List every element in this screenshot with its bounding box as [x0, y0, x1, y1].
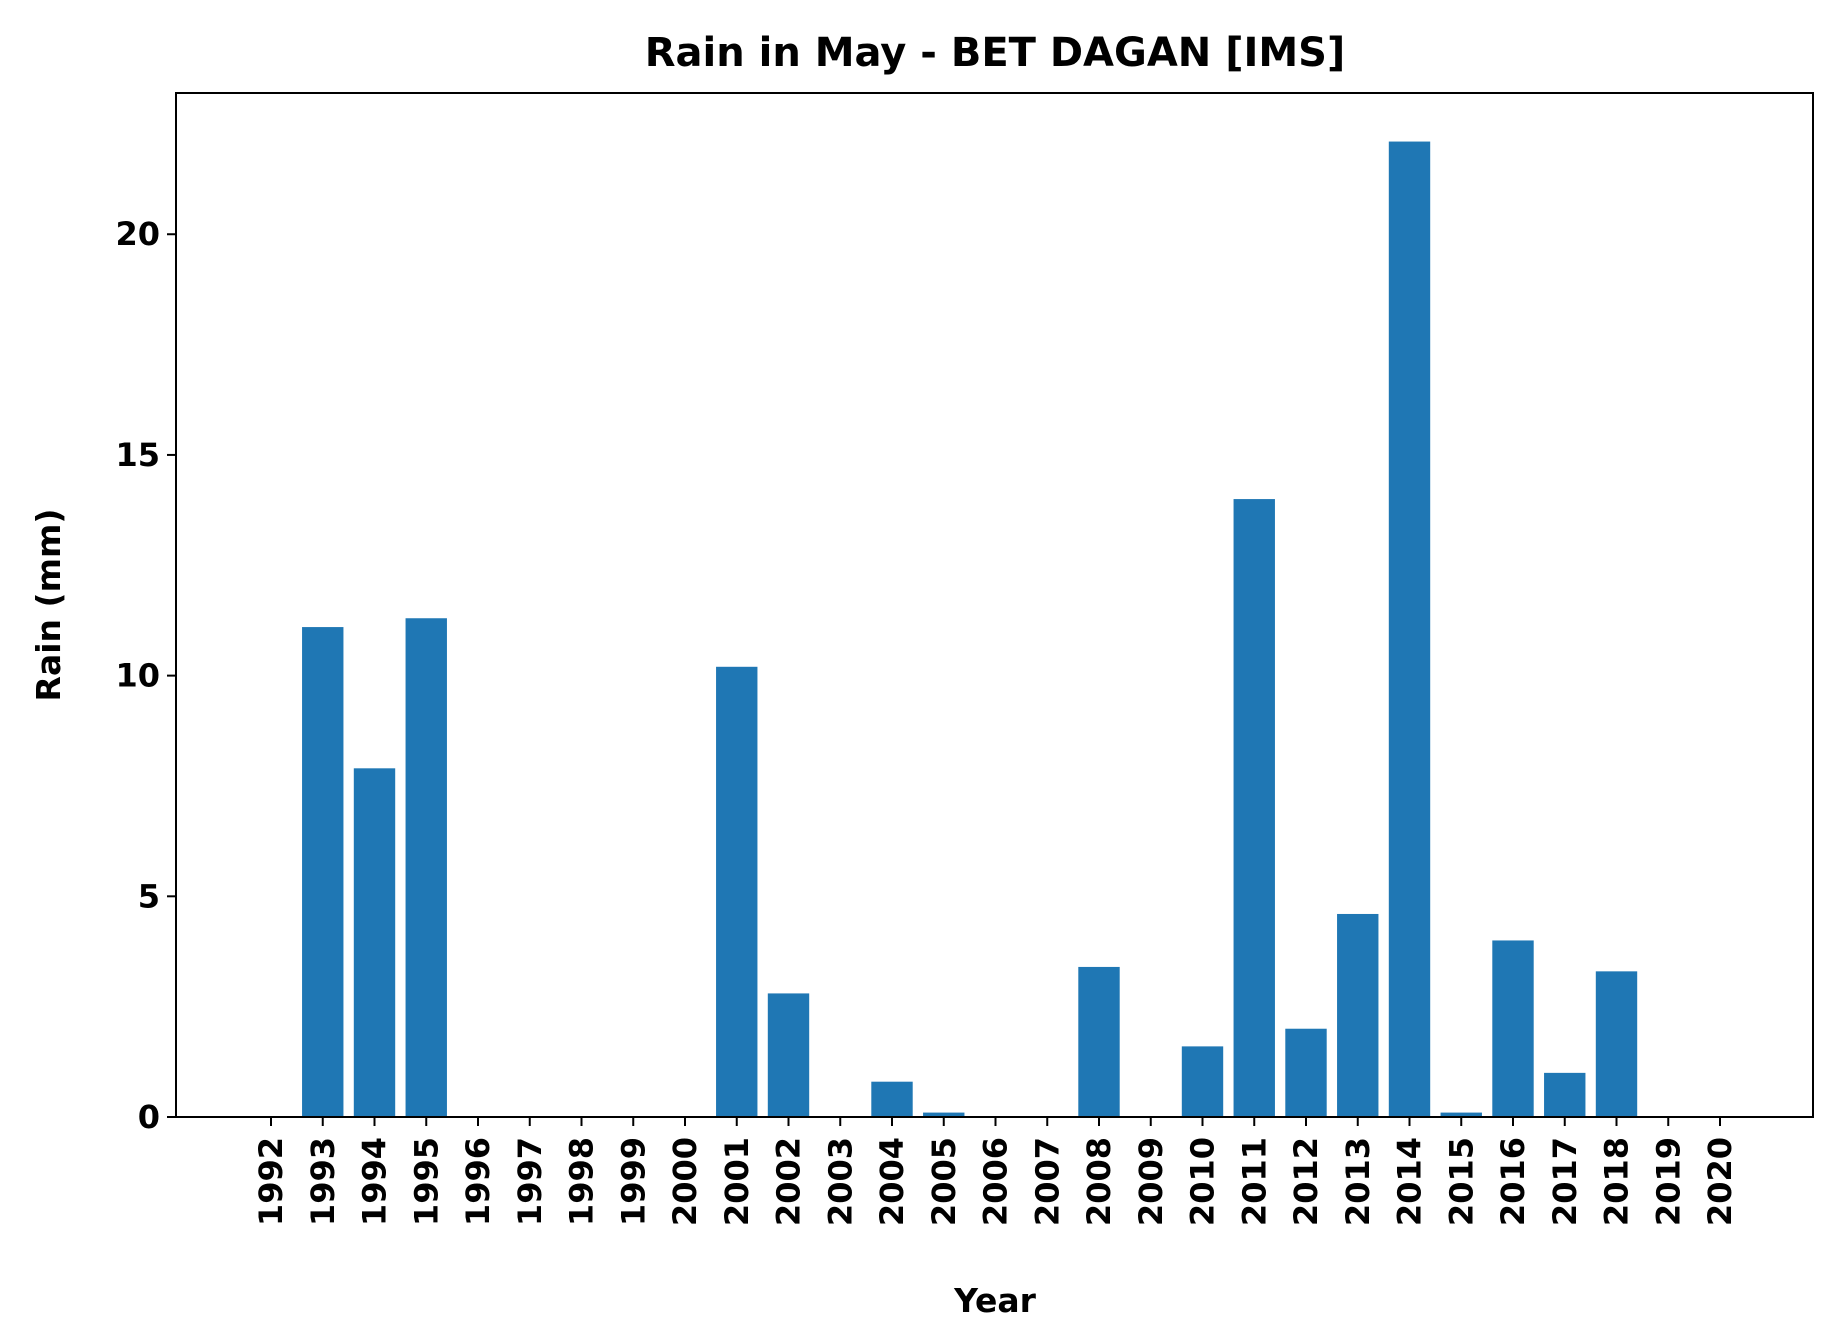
- x-tick-label-1998: 1998: [563, 1137, 601, 1226]
- x-tick-label-2000: 2000: [666, 1137, 704, 1226]
- x-tick-label-1993: 1993: [304, 1137, 342, 1226]
- x-tick-label-2011: 2011: [1235, 1137, 1273, 1226]
- bar-2005: [923, 1112, 965, 1117]
- x-tick-label-2006: 2006: [977, 1137, 1015, 1226]
- x-axis: 1992 1993 1994 1995 1996 1997 1998 1999 2000 2001…: [252, 1117, 1739, 1226]
- x-tick-label-2004: 2004: [873, 1137, 911, 1226]
- y-axis-label: Rain (mm): [29, 509, 68, 702]
- y-axis: 0 5 10 15 20: [115, 215, 176, 1136]
- x-tick-label-2015: 2015: [1442, 1137, 1480, 1226]
- bar-1995: [405, 618, 447, 1117]
- x-tick-label-2017: 2017: [1546, 1137, 1584, 1226]
- bar-2017: [1544, 1072, 1586, 1117]
- bar-2004: [871, 1081, 913, 1117]
- y-tick-label-0: 0: [138, 1098, 160, 1136]
- x-tick-label-2019: 2019: [1649, 1137, 1687, 1226]
- x-tick-label-1992: 1992: [252, 1137, 290, 1226]
- x-tick-label-1999: 1999: [614, 1137, 652, 1226]
- y-tick-label-15: 15: [115, 436, 160, 474]
- x-tick-label-2001: 2001: [718, 1137, 756, 1226]
- x-tick-label-2016: 2016: [1494, 1137, 1532, 1226]
- bar-2016: [1492, 940, 1534, 1117]
- bar-2008: [1078, 966, 1120, 1117]
- y-tick-label-20: 20: [115, 215, 160, 253]
- bar-1994: [353, 768, 396, 1117]
- bar-2002: [767, 993, 810, 1117]
- bars-group: [302, 141, 1638, 1117]
- x-tick-label-1994: 1994: [356, 1137, 394, 1226]
- y-tick-label-10: 10: [115, 657, 160, 695]
- x-tick-label-2009: 2009: [1132, 1137, 1170, 1226]
- x-tick-label-1997: 1997: [511, 1137, 549, 1226]
- bar-2013: [1337, 913, 1379, 1117]
- x-tick-label-2012: 2012: [1287, 1137, 1325, 1226]
- bar-2001: [716, 666, 758, 1117]
- bar-2010: [1181, 1046, 1224, 1117]
- bar-2011: [1233, 499, 1275, 1117]
- bar-2018: [1595, 971, 1638, 1117]
- bar-1993: [302, 627, 344, 1117]
- x-axis-label: Year: [953, 1281, 1037, 1320]
- chart-title: Rain in May - BET DAGAN [IMS]: [645, 30, 1346, 76]
- x-tick-label-2013: 2013: [1339, 1137, 1377, 1226]
- y-tick-label-5: 5: [138, 877, 160, 915]
- x-tick-label-2003: 2003: [821, 1137, 859, 1226]
- x-tick-label-2007: 2007: [1028, 1137, 1066, 1226]
- x-tick-label-2005: 2005: [925, 1137, 963, 1226]
- x-tick-label-1996: 1996: [459, 1137, 497, 1226]
- x-tick-label-2020: 2020: [1701, 1137, 1739, 1226]
- x-tick-label-2018: 2018: [1598, 1137, 1636, 1226]
- x-tick-label-2002: 2002: [770, 1137, 808, 1226]
- bar-2012: [1285, 1028, 1327, 1117]
- x-tick-label-2014: 2014: [1391, 1137, 1429, 1226]
- x-tick-label-1995: 1995: [407, 1137, 445, 1226]
- x-tick-label-2010: 2010: [1184, 1137, 1222, 1226]
- bar-2014: [1388, 141, 1431, 1117]
- x-tick-label-2008: 2008: [1080, 1137, 1118, 1226]
- bar-2015: [1440, 1112, 1482, 1117]
